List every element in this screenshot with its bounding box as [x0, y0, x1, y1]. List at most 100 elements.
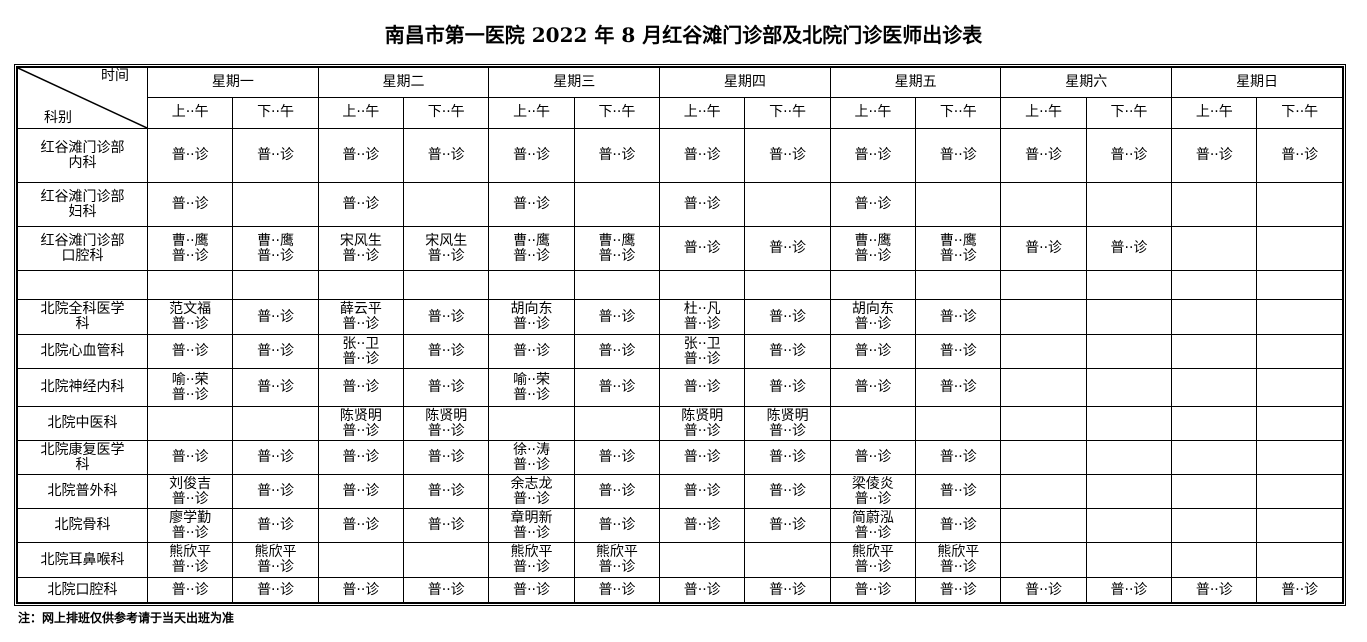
schedule-cell: 胡向东 普··诊 [488, 299, 575, 335]
schedule-cell: 普··诊 [403, 474, 490, 509]
page: 南昌市第一医院 2022 年 8 月红谷滩门诊部及北院门诊医师出诊表 时间 科别… [14, 23, 1346, 625]
schedule-cell: 宋风生 普··诊 [403, 226, 490, 271]
schedule-cell [1171, 182, 1258, 227]
pm-header: 下··午 [403, 96, 490, 130]
schedule-cell: 普··诊 [744, 334, 831, 369]
schedule-cell: 薛云平 普··诊 [317, 299, 405, 335]
schedule-cell [1000, 474, 1087, 509]
schedule-cell [744, 542, 831, 578]
schedule-cell [573, 270, 661, 300]
department-cell: 北院耳鼻喉科 [17, 542, 148, 578]
schedule-cell: 普··诊 [403, 128, 490, 183]
diagonal-line [18, 68, 147, 128]
schedule-cell: 普··诊 [915, 299, 1002, 335]
schedule-cell: 普··诊 [744, 508, 831, 543]
schedule-table: 时间 科别 星期一 星期二 星期三 星期四 星期五 星期六 星期日 上··午 下··午 上··午… [17, 67, 1343, 603]
schedule-cell: 普··诊 [659, 474, 746, 509]
schedule-cell [1171, 226, 1258, 271]
schedule-cell [403, 542, 490, 578]
schedule-cell: 普··诊 [659, 128, 746, 183]
table-row: 北院普外科 刘俊吉 普··诊 普··诊 普··诊 普··诊 余志龙 普··诊 普··诊 普··… [17, 474, 1343, 509]
schedule-cell [403, 182, 490, 227]
schedule-cell: 普··诊 [829, 182, 917, 227]
schedule-cell [232, 182, 319, 227]
table-row: 北院耳鼻喉科 熊欣平 普··诊 熊欣平 普··诊 熊欣平 普··诊 熊欣平 普··诊 熊欣… [17, 542, 1343, 578]
schedule-cell: 普··诊 [573, 128, 661, 183]
schedule-cell: 普··诊 [488, 334, 575, 369]
schedule-cell [488, 406, 575, 441]
page-title: 南昌市第一医院 2022 年 8 月红谷滩门诊部及北院门诊医师出诊表 [384, 23, 983, 47]
schedule-cell [1256, 474, 1343, 509]
schedule-cell [1256, 508, 1343, 543]
schedule-cell [232, 406, 319, 441]
schedule-cell: 普··诊 [573, 299, 661, 335]
schedule-cell [1085, 474, 1173, 509]
schedule-cell: 普··诊 [573, 508, 661, 543]
schedule-cell: 普··诊 [659, 508, 746, 543]
schedule-cell [1256, 270, 1343, 300]
schedule-cell: 杜··凡 普··诊 [659, 299, 746, 335]
dept-label: 科别 [44, 110, 72, 126]
schedule-cell: 曹··鹰 普··诊 [829, 226, 917, 271]
schedule-cell: 普··诊 [146, 182, 234, 227]
schedule-cell: 普··诊 [146, 440, 234, 475]
schedule-cell: 余志龙 普··诊 [488, 474, 575, 509]
am-header: 上··午 [659, 96, 746, 130]
half-day-header-row: 上··午 下··午 上··午 下··午 上··午 下··午 上··午 下··午 上··午 下··午… [18, 96, 1343, 130]
table-row: 北院口腔科 普··诊 普··诊 普··诊 普··诊 普··诊 普··诊 普··诊 普··诊 普··… [17, 577, 1343, 603]
schedule-cell: 陈贤明 普··诊 [403, 406, 490, 441]
schedule-cell: 普··诊 [403, 440, 490, 475]
schedule-cell: 熊欣平 普··诊 [488, 542, 575, 578]
schedule-cell: 普··诊 [232, 577, 319, 603]
department-cell: 北院普外科 [17, 474, 148, 509]
schedule-cell: 熊欣平 普··诊 [146, 542, 234, 578]
schedule-cell [1256, 334, 1343, 369]
schedule-cell: 宋风生 普··诊 [317, 226, 405, 271]
schedule-cell: 普··诊 [829, 128, 917, 183]
schedule-cell [1000, 542, 1087, 578]
schedule-cell [573, 406, 661, 441]
schedule-cell: 普··诊 [317, 440, 405, 475]
schedule-cell [488, 270, 575, 300]
schedule-cell: 陈贤明 普··诊 [659, 406, 746, 441]
pm-header: 下··午 [232, 96, 319, 130]
schedule-cell: 普··诊 [146, 334, 234, 369]
schedule-cell [1000, 299, 1087, 335]
pm-header: 下··午 [1256, 96, 1343, 130]
schedule-cell [1085, 270, 1173, 300]
day-header: 星期三 [488, 67, 661, 98]
schedule-cell [573, 182, 661, 227]
day-header: 星期四 [659, 67, 831, 98]
schedule-cell [659, 542, 746, 578]
schedule-cell [1171, 508, 1258, 543]
pm-header: 下··午 [744, 96, 831, 130]
am-header: 上··午 [1171, 96, 1258, 130]
pm-header: 下··午 [573, 96, 661, 130]
schedule-cell: 章明新 普··诊 [488, 508, 575, 543]
department-cell: 北院神经内科 [17, 368, 148, 407]
table-row: 红谷滩门诊部 内科 普··诊 普··诊 普··诊 普··诊 普··诊 普··诊 普··诊 普··… [17, 128, 1343, 183]
schedule-cell [1000, 368, 1087, 407]
footnote: 注：网上排班仅供参考请于当天出班为准 [18, 611, 235, 625]
table-row: 北院全科医学 科范文福 普··诊 普··诊 薛云平 普··诊 普··诊 胡向东 普··诊… [17, 299, 1343, 335]
am-header: 上··午 [146, 96, 234, 130]
schedule-cell: 喻··荣 普··诊 [488, 368, 575, 407]
schedule-cell [744, 270, 831, 300]
schedule-cell: 普··诊 [488, 128, 575, 183]
schedule-cell: 普··诊 [1171, 577, 1258, 603]
schedule-cell: 普··诊 [915, 474, 1002, 509]
schedule-cell: 熊欣平 普··诊 [829, 542, 917, 578]
schedule-cell: 普··诊 [829, 368, 917, 407]
day-header: 星期二 [317, 67, 490, 98]
schedule-cell: 张··卫 普··诊 [317, 334, 405, 369]
schedule-cell: 普··诊 [232, 299, 319, 335]
schedule-cell [1171, 270, 1258, 300]
schedule-cell [146, 270, 234, 300]
table-row: 北院心血管科 普··诊 普··诊 张··卫 普··诊 普··诊 普··诊 普··诊 张··卫 … [17, 334, 1343, 369]
schedule-cell: 普··诊 [1171, 128, 1258, 183]
day-header: 星期一 [147, 67, 319, 98]
schedule-cell: 普··诊 [659, 577, 746, 603]
schedule-cell: 普··诊 [744, 368, 831, 407]
schedule-cell: 普··诊 [659, 226, 746, 271]
day-header-row: 时间 科别 星期一 星期二 星期三 星期四 星期五 星期六 星期日 [17, 67, 1343, 129]
